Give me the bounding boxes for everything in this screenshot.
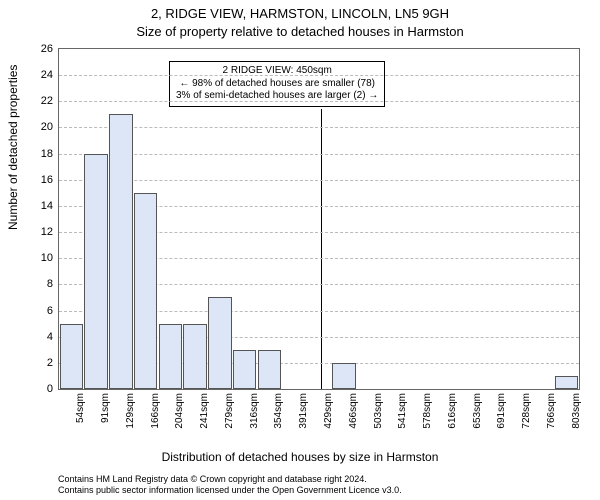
histogram-bar [555,376,579,389]
x-tick-label: 616sqm [447,393,458,429]
histogram-bar [159,324,183,389]
x-tick-label: 204sqm [174,393,185,429]
footer: Contains HM Land Registry data © Crown c… [58,474,402,496]
y-tick-label: 12 [41,226,53,238]
footer-line1: Contains HM Land Registry data © Crown c… [58,474,402,485]
gridline [59,75,579,76]
y-tick-label: 8 [47,278,53,290]
y-tick-label: 6 [47,305,53,317]
gridline [59,180,579,181]
histogram-bar [60,324,84,389]
x-tick-label: 653sqm [472,393,483,429]
x-tick-label: 241sqm [199,393,210,429]
x-tick-label: 391sqm [298,393,309,429]
y-tick-label: 10 [41,252,53,264]
y-tick-label: 26 [41,43,53,55]
chart-container: 2, RIDGE VIEW, HARMSTON, LINCOLN, LN5 9G… [0,0,600,500]
x-tick-label: 766sqm [546,393,557,429]
histogram-bar [258,350,282,389]
y-tick-label: 2 [47,357,53,369]
gridline [59,154,579,155]
gridline [59,127,579,128]
x-tick-label: 578sqm [422,393,433,429]
x-tick-label: 279sqm [224,393,235,429]
y-tick-label: 0 [47,383,53,395]
x-tick-label: 466sqm [348,393,359,429]
y-tick-label: 4 [47,331,53,343]
x-axis-label: Distribution of detached houses by size … [0,450,600,464]
x-tick-label: 316sqm [249,393,260,429]
x-tick-label: 129sqm [125,393,136,429]
annotation-marker-line [321,109,322,389]
x-tick-label: 354sqm [273,393,284,429]
chart-title-1: 2, RIDGE VIEW, HARMSTON, LINCOLN, LN5 9G… [0,6,600,21]
gridline [59,101,579,102]
y-tick-label: 14 [41,200,53,212]
x-tick-label: 691sqm [496,393,507,429]
histogram-bar [183,324,207,389]
x-tick-label: 541sqm [397,393,408,429]
annotation-box: 2 RIDGE VIEW: 450sqm ← 98% of detached h… [169,61,385,107]
y-tick-label: 20 [41,121,53,133]
x-tick-label: 166sqm [150,393,161,429]
histogram-bar [84,154,108,389]
y-tick-label: 24 [41,69,53,81]
histogram-bar [233,350,257,389]
y-tick-label: 22 [41,95,53,107]
y-tick-label: 18 [41,148,53,160]
x-tick-label: 503sqm [373,393,384,429]
x-tick-label: 54sqm [75,393,86,423]
y-tick-label: 16 [41,174,53,186]
histogram-bar [332,363,356,389]
footer-line2: Contains public sector information licen… [58,485,402,496]
x-tick-label: 429sqm [323,393,334,429]
histogram-bar [109,114,133,389]
chart-title-2: Size of property relative to detached ho… [0,24,600,39]
histogram-bar [208,297,232,389]
plot-area: 2 RIDGE VIEW: 450sqm ← 98% of detached h… [58,48,580,390]
annotation-line2: ← 98% of detached houses are smaller (78… [176,78,378,91]
x-tick-label: 803sqm [571,393,582,429]
x-tick-label: 728sqm [521,393,532,429]
x-tick-label: 91sqm [100,393,111,423]
y-axis-label: Number of detached properties [6,65,20,230]
histogram-bar [134,193,158,389]
